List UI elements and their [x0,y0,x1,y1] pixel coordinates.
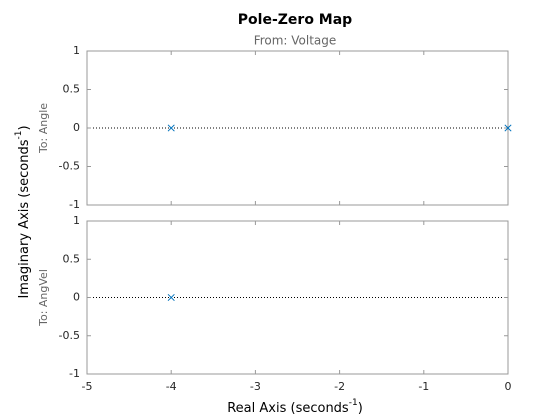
y-axis-label-text: Imaginary Axis (seconds [17,139,32,298]
y-tick-label: 0 [73,291,80,304]
y-tick-label: 0 [73,121,80,134]
y-tick-label: 0.5 [63,83,81,96]
y-tick-label: -0.5 [59,329,80,342]
x-tick-label: -4 [166,380,177,393]
x-axis-label: Real Axis (seconds-1) [227,398,363,416]
y-tick-label: -0.5 [59,160,80,173]
y-axis-label: Imaginary Axis (seconds-1) [14,125,32,298]
pole-marker [167,293,175,302]
chart-subtitle: From: Voltage [254,34,337,48]
pole-marker [167,124,175,132]
row-label: To: Angle [37,103,50,154]
y-tick-label: 0.5 [63,252,81,265]
x-axis-label-end: ) [358,401,363,416]
y-axis-label-sup: -1 [14,131,24,140]
x-tick-label: -1 [418,380,429,393]
y-tick-label: -1 [69,198,80,211]
y-tick-label: -1 [69,367,80,380]
chart-title: Pole-Zero Map [238,12,352,28]
x-tick-label: 0 [505,380,512,393]
pole-marker [504,124,512,132]
x-tick-label: -5 [82,380,93,393]
y-axis-label-end: ) [17,125,32,130]
row-label: To: AngVel [37,269,50,327]
y-tick-label: 1 [73,44,80,57]
x-axis-label-sup: -1 [349,398,358,408]
x-tick-label: -3 [250,380,261,393]
x-tick-label: -2 [334,380,345,393]
y-tick-label: 1 [73,214,80,227]
x-axis-label-text: Real Axis (seconds [227,401,349,416]
